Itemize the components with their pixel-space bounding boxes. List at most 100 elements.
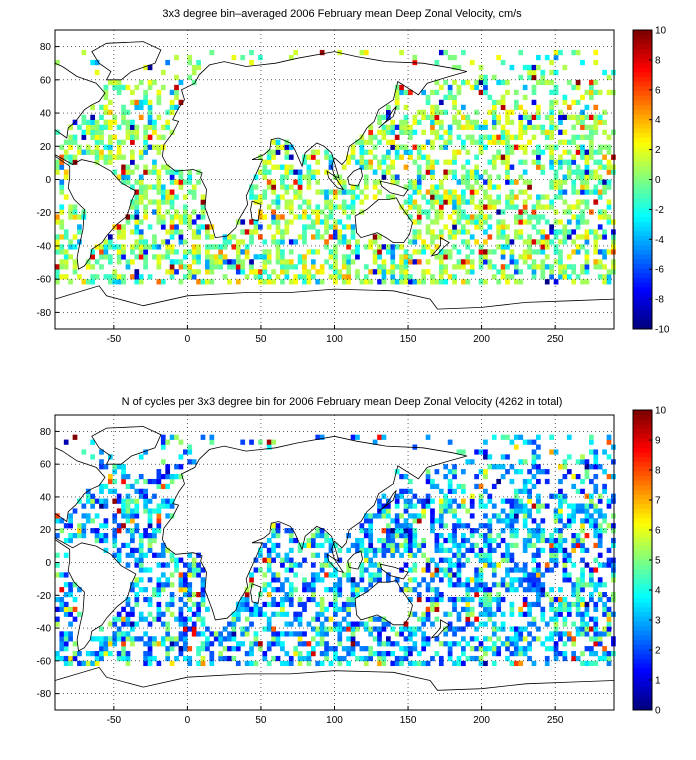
data-cell (381, 124, 387, 130)
data-cell (121, 474, 126, 480)
data-cell (522, 646, 528, 652)
data-cell (513, 577, 519, 583)
data-cell (275, 611, 281, 617)
data-cell (553, 611, 559, 617)
data-cell (385, 269, 391, 275)
data-cell (584, 660, 590, 667)
data-cell (143, 478, 148, 485)
colorbar-swatch (633, 466, 652, 472)
data-cell (200, 199, 206, 205)
data-cell (381, 621, 387, 627)
data-cell (116, 254, 122, 260)
data-cell (103, 244, 109, 250)
data-cell (549, 109, 554, 116)
data-cell (505, 552, 510, 558)
data-cell (505, 567, 510, 573)
data-cell (580, 478, 585, 485)
data-cell (134, 557, 140, 563)
data-cell (522, 478, 528, 485)
data-cell (438, 194, 444, 200)
data-cell (496, 54, 502, 61)
data-cell (191, 79, 197, 86)
data-cell (130, 641, 135, 647)
data-cell (187, 274, 193, 280)
data-cell (350, 144, 356, 150)
data-cell (438, 655, 444, 662)
colorbar-tick-label: 6 (655, 526, 661, 537)
data-cell (187, 174, 193, 180)
data-cell (597, 189, 603, 195)
data-cell (121, 84, 126, 91)
data-cell (288, 587, 294, 593)
data-cell (505, 134, 510, 140)
data-cell (293, 49, 299, 56)
data-cell (249, 229, 254, 235)
data-cell (359, 572, 365, 578)
data-cell (588, 626, 594, 632)
data-cell (178, 474, 184, 480)
data-cell (602, 469, 607, 475)
data-cell (253, 254, 259, 260)
data-cell (368, 513, 374, 519)
data-cell (509, 259, 515, 265)
data-cell (438, 498, 444, 504)
data-cell (487, 94, 493, 101)
data-cell (408, 239, 413, 245)
data-cell (602, 488, 607, 494)
data-cell (408, 513, 413, 519)
data-cell (549, 59, 554, 66)
data-cell (103, 124, 109, 130)
data-cell (271, 189, 276, 195)
data-cell (160, 254, 166, 260)
data-cell (553, 528, 559, 534)
data-cell (588, 94, 594, 101)
data-cell (571, 49, 577, 56)
data-cell (487, 611, 493, 617)
data-cell (297, 179, 303, 185)
data-cell (602, 513, 607, 519)
data-cell (266, 154, 272, 160)
data-cell (125, 552, 131, 558)
data-cell (611, 493, 616, 499)
data-cell (474, 204, 479, 210)
data-cell (165, 244, 171, 250)
data-cell (575, 224, 581, 230)
data-cell (77, 124, 82, 130)
data-cell (611, 444, 616, 450)
data-cell (337, 234, 343, 240)
colorbar-swatch (633, 564, 652, 570)
japan-outline (378, 106, 397, 129)
data-cell (68, 239, 73, 245)
data-cell (474, 552, 479, 558)
data-cell (293, 194, 299, 200)
data-cell (262, 587, 268, 593)
data-cell (205, 249, 210, 255)
data-cell (231, 616, 237, 622)
data-cell (403, 184, 409, 190)
data-cell (562, 557, 568, 563)
data-cell (500, 139, 506, 145)
data-cell (513, 651, 519, 657)
data-cell (562, 209, 568, 215)
data-cell (558, 264, 563, 270)
data-cell (606, 149, 612, 155)
data-cell (315, 552, 321, 558)
data-cell (337, 636, 343, 642)
data-cell (571, 229, 577, 235)
y-tick-label: 80 (40, 427, 52, 438)
data-cell (107, 234, 113, 240)
data-cell (324, 552, 329, 558)
data-cell (588, 616, 594, 622)
data-cell (143, 254, 148, 260)
data-cell (174, 74, 179, 81)
data-cell (562, 94, 568, 101)
data-cell (593, 184, 599, 190)
data-cell (125, 493, 131, 499)
data-cell (363, 174, 369, 180)
data-cell (169, 572, 175, 578)
data-cell (611, 596, 616, 603)
data-cell (408, 259, 413, 265)
data-cell (553, 621, 559, 627)
data-cell (438, 641, 444, 647)
data-cell (536, 124, 541, 130)
